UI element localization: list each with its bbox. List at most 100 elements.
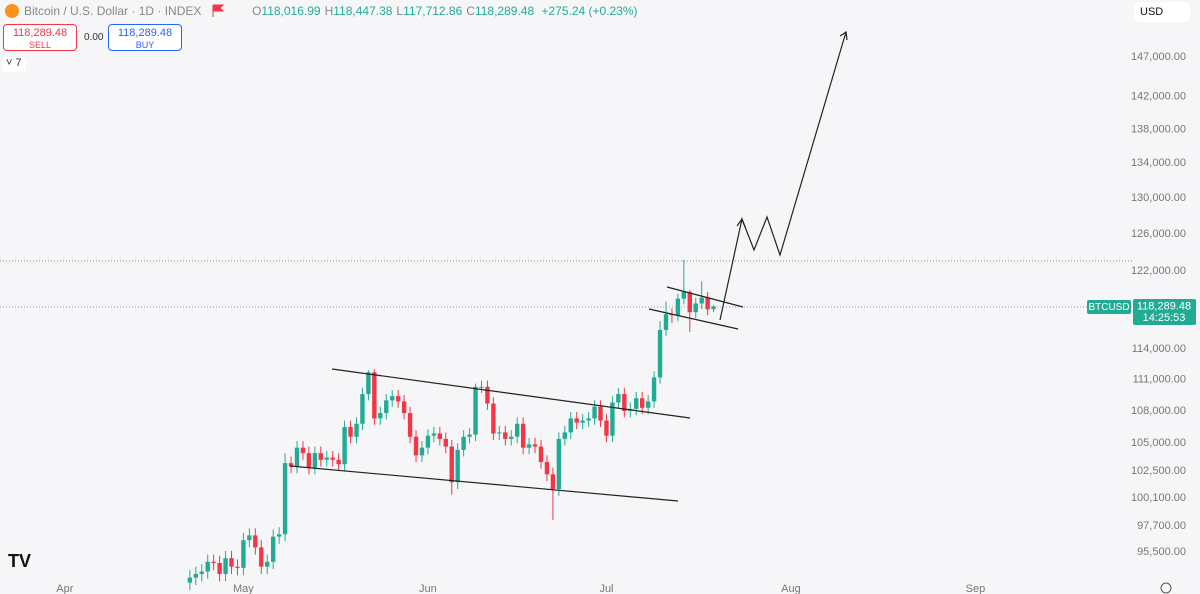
x-tick-label: Sep bbox=[966, 583, 986, 594]
candle-body bbox=[657, 329, 663, 378]
candle-body bbox=[622, 394, 627, 411]
y-tick-label: 102,500.00 bbox=[1131, 465, 1186, 477]
candle-body bbox=[574, 418, 579, 423]
candle-body bbox=[229, 558, 234, 567]
candle-body bbox=[407, 413, 413, 437]
candle-body bbox=[360, 394, 365, 424]
candle-body bbox=[598, 406, 603, 421]
candle-body bbox=[235, 566, 240, 568]
candle-body bbox=[681, 291, 687, 299]
candle-body bbox=[651, 377, 657, 402]
y-tick-label: 147,000.00 bbox=[1131, 51, 1186, 63]
candle-body bbox=[586, 418, 591, 421]
ohlc-value: 118,289.48 bbox=[474, 4, 535, 18]
ohlc-value: 118,016.99 bbox=[261, 4, 321, 18]
candle-body bbox=[276, 534, 282, 537]
candle-body bbox=[509, 436, 514, 439]
candle-body bbox=[616, 394, 621, 403]
candle-body bbox=[384, 400, 389, 414]
candle-body bbox=[336, 459, 341, 465]
candle-body bbox=[503, 432, 508, 439]
buy-price: 118,289.48 bbox=[117, 27, 173, 39]
sell-label: SELL bbox=[28, 40, 52, 50]
candle-body bbox=[514, 423, 520, 437]
candle-body bbox=[259, 547, 264, 567]
ohlc-key: C bbox=[466, 4, 475, 18]
candle-body bbox=[241, 540, 246, 568]
indicators-count: 7 bbox=[15, 57, 22, 69]
candle-body bbox=[265, 561, 270, 567]
candle-body bbox=[211, 561, 216, 564]
y-tick-label: 134,000.00 bbox=[1131, 157, 1186, 169]
y-tick-label: 122,000.00 bbox=[1131, 265, 1186, 277]
sell-button[interactable]: 118,289.48 SELL bbox=[3, 24, 77, 51]
candle-body bbox=[253, 535, 258, 548]
candle-body bbox=[663, 314, 669, 330]
settings-icon[interactable] bbox=[1160, 582, 1172, 594]
candle-body bbox=[485, 386, 490, 404]
candle-body bbox=[187, 577, 193, 583]
ohlc-key: L bbox=[396, 4, 404, 18]
candle-body bbox=[288, 463, 294, 467]
trend-line bbox=[648, 308, 739, 330]
symbol-tag bbox=[1087, 300, 1131, 314]
candle-body bbox=[610, 402, 615, 436]
currency-select[interactable]: USD bbox=[1134, 2, 1190, 22]
candle-body bbox=[645, 401, 651, 408]
trend-line bbox=[289, 465, 679, 502]
flag-icon[interactable] bbox=[212, 4, 225, 17]
candle-body bbox=[431, 433, 437, 436]
price-tag-text: 118,289.48 bbox=[1137, 300, 1191, 312]
candle-body bbox=[324, 457, 329, 460]
candle-body bbox=[390, 396, 395, 401]
indicators-toggle[interactable]: ˅ 7 bbox=[2, 57, 26, 72]
candle-body bbox=[497, 432, 502, 434]
ohlc: O118,016.99 H118,447.38 L117,712.86 C118,28… bbox=[252, 4, 538, 18]
candle-body bbox=[217, 563, 222, 574]
candle-body bbox=[270, 536, 276, 562]
candle-body bbox=[562, 432, 568, 439]
candle-body bbox=[693, 303, 698, 313]
candle-body bbox=[413, 436, 419, 456]
buy-button[interactable]: 118,289.48 BUY bbox=[108, 24, 182, 51]
y-tick-label: 142,000.00 bbox=[1131, 91, 1186, 103]
candle-body bbox=[544, 462, 550, 475]
y-tick-label: 126,000.00 bbox=[1131, 228, 1186, 240]
candle-body bbox=[372, 372, 377, 419]
candle-body bbox=[592, 406, 597, 419]
projection-path bbox=[719, 31, 847, 321]
y-tick-label: 100,100.00 bbox=[1131, 492, 1186, 504]
candle-body bbox=[247, 535, 252, 541]
ohlc-key: O bbox=[252, 4, 262, 18]
candle-body bbox=[449, 446, 454, 483]
ohlc-value: 118,447.38 bbox=[333, 4, 393, 18]
candle-body bbox=[634, 398, 639, 409]
candle-body bbox=[312, 453, 318, 468]
countdown: 14:25:53 bbox=[1143, 312, 1186, 324]
candle-body bbox=[639, 398, 645, 408]
candle-body bbox=[419, 447, 425, 456]
candle-body bbox=[467, 434, 472, 437]
candle-body bbox=[354, 423, 359, 437]
candle-body bbox=[455, 449, 460, 483]
ohlc-key: H bbox=[324, 4, 334, 18]
candle-body bbox=[193, 573, 199, 578]
candle-body bbox=[461, 436, 466, 450]
y-tick-label: 108,000.00 bbox=[1131, 405, 1186, 417]
candle-body bbox=[580, 420, 585, 423]
candle-body bbox=[282, 463, 288, 535]
candle-body bbox=[675, 298, 681, 316]
change: +275.24 (+0.23%) bbox=[541, 4, 638, 18]
trend-line bbox=[331, 368, 691, 419]
y-tick-label: 114,000.00 bbox=[1132, 343, 1186, 355]
tv-logo: TV bbox=[8, 551, 31, 571]
candle-body bbox=[473, 386, 478, 435]
price-tag bbox=[1133, 299, 1196, 325]
candle-body bbox=[223, 558, 228, 574]
candle-body bbox=[556, 438, 562, 490]
candle-body bbox=[425, 435, 431, 448]
y-tick-label: 130,000.00 bbox=[1131, 192, 1186, 204]
candle-body bbox=[306, 453, 312, 468]
symbol-tag-text: BTCUSD bbox=[1088, 302, 1129, 313]
